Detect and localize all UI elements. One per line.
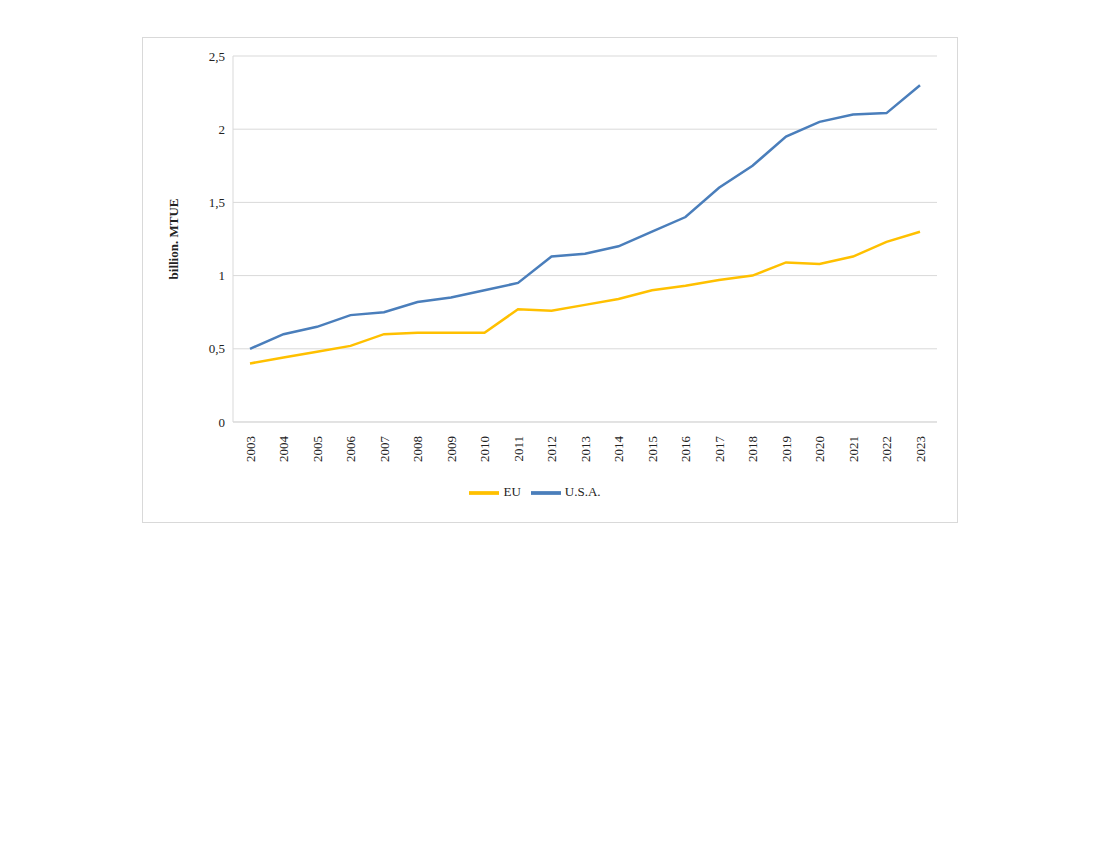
svg-text:2005: 2005: [310, 436, 325, 462]
svg-text:2022: 2022: [879, 436, 894, 462]
svg-text:2007: 2007: [377, 436, 392, 463]
html-text:EU: EU: [503, 484, 521, 499]
svg-text:2010: 2010: [477, 436, 492, 462]
svg-text:2011: 2011: [511, 436, 526, 462]
svg-text:2020: 2020: [812, 436, 827, 462]
svg-text:2012: 2012: [544, 436, 559, 462]
svg-text:2014: 2014: [611, 436, 626, 463]
svg-text:1,5: 1,5: [209, 195, 225, 210]
svg-text:2,5: 2,5: [209, 49, 225, 64]
svg-text:0,5: 0,5: [209, 341, 225, 356]
svg-text:2004: 2004: [276, 436, 291, 463]
svg-text:billion. MTUE: billion. MTUE: [166, 199, 181, 280]
svg-text:2009: 2009: [444, 436, 459, 462]
html-text:U.S.A.: U.S.A.: [564, 484, 601, 499]
svg-text:2008: 2008: [410, 436, 425, 462]
svg-text:2003: 2003: [243, 436, 258, 462]
svg-text:2017: 2017: [712, 436, 727, 463]
svg-text:2006: 2006: [343, 436, 358, 463]
svg-text:2019: 2019: [779, 436, 794, 462]
svg-text:2018: 2018: [745, 436, 760, 462]
svg-text:2: 2: [219, 122, 226, 137]
svg-text:2015: 2015: [645, 436, 660, 462]
svg-text:0: 0: [219, 415, 226, 430]
svg-text:2016: 2016: [678, 436, 693, 463]
svg-text:2023: 2023: [913, 436, 928, 462]
svg-text:1: 1: [219, 268, 226, 283]
svg-text:2021: 2021: [846, 436, 861, 462]
svg-text:2013: 2013: [578, 436, 593, 462]
